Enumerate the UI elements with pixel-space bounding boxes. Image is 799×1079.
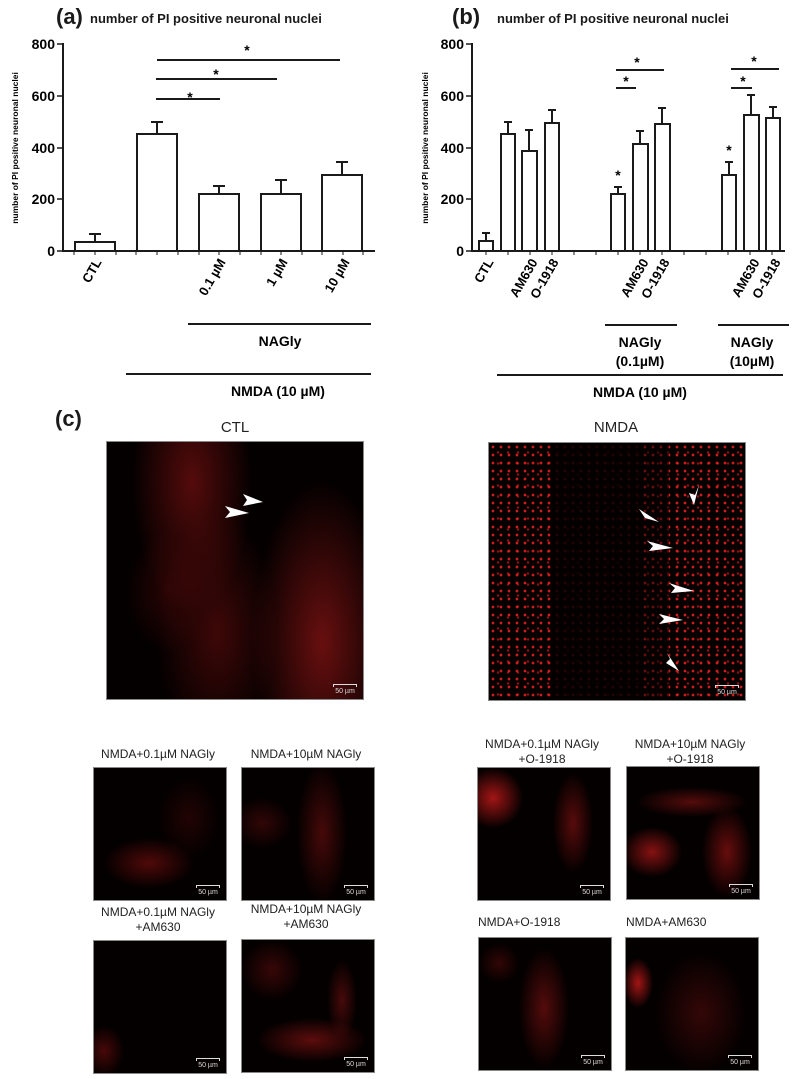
bar-nagly-1: [260, 193, 302, 252]
micrograph: 50 µm: [478, 937, 612, 1071]
chart-b-ytick: 800: [441, 36, 465, 52]
sig-star: *: [634, 54, 640, 70]
scale-bar: 50 µm: [581, 1055, 605, 1066]
chart-a-ytick: 0: [47, 243, 55, 259]
panel-label-c: (c): [55, 406, 82, 431]
sig-star: *: [244, 42, 250, 58]
bar-nmda-am630: [521, 150, 538, 252]
bar-nagly01-am630: [632, 143, 649, 252]
chart-b-ytick: 600: [441, 88, 465, 104]
arrows: [225, 494, 263, 518]
group-label-nagly01-l2: (0.1µM): [616, 353, 665, 369]
bar-nmda: [136, 133, 178, 252]
chart-a-ytick: 800: [32, 36, 56, 52]
micrograph-title: NMDA+0.1µM NAGly: [101, 747, 215, 761]
chart-b-ytick: 0: [456, 243, 464, 259]
bar-nagly10-o1918: [765, 117, 781, 252]
arrow-icon: [243, 494, 263, 506]
bar-nagly-0-1: [198, 193, 240, 252]
group-label-nmda: NMDA (10 µM): [231, 383, 325, 399]
micrograph-title: NMDA+O-1918: [478, 915, 561, 929]
micrograph: 50 µm: [241, 939, 375, 1073]
chart-b-title: number of PI positive neuronal nuclei: [497, 11, 729, 26]
bar-nagly10-am630: [743, 114, 760, 252]
chart-a-ytick: 600: [32, 88, 56, 104]
group-label-nmda: NMDA (10 µM): [593, 384, 687, 400]
arrow-icon: [639, 509, 659, 522]
chart-a-xtick: CTL: [79, 256, 105, 285]
bar-ctl: [74, 241, 116, 252]
chart-a: number of PI positive neuronal nuclei 0 …: [10, 36, 375, 399]
group-label-nagly10-l1: NAGly: [731, 334, 774, 350]
chart-a-ylabel: number of PI positive neuronal nuclei: [10, 72, 20, 224]
sig-star: *: [213, 66, 219, 82]
chart-b-ytick: 200: [441, 191, 465, 207]
bar-ctl: [478, 240, 494, 252]
panel-label-b: (b): [452, 4, 481, 29]
micrograph-title: NMDA+0.1µM NAGly +AM630: [101, 905, 215, 934]
sig-star: *: [740, 73, 746, 89]
chart-a-xtick: 1 µM: [263, 256, 291, 289]
micrograph-title: NMDA+10µM NAGly +AM630: [250, 902, 362, 931]
micrograph-title-nmda: NMDA: [593, 419, 639, 436]
arrow-icon: [666, 653, 679, 671]
micrograph: 50 µm: [477, 767, 611, 901]
chart-a-xtick: 10 µM: [321, 256, 352, 295]
arrow-icon: [659, 614, 683, 624]
scale-bar: 50 µm: [580, 885, 604, 896]
scale-bar: 50 µm: [715, 685, 739, 696]
bar-nmda-o1918: [544, 122, 560, 252]
scale-bar: 50 µm: [729, 884, 753, 895]
chart-b-ylabel: number of PI positive neuronal nuclei: [420, 72, 430, 224]
point-star: *: [726, 142, 732, 158]
sig-star: *: [187, 89, 193, 105]
arrow-icon: [647, 541, 673, 551]
chart-a-title: number of PI positive neuronal nuclei: [90, 11, 322, 26]
bar-nagly-10: [321, 174, 363, 252]
sig-star: *: [623, 73, 629, 89]
chart-a-ytick: 400: [32, 140, 56, 156]
micrograph-title: NMDA+AM630: [626, 915, 707, 929]
arrow-icon: [225, 506, 249, 518]
chart-a-xtick: 0.1 µM: [196, 256, 229, 298]
group-label-nagly01-l1: NAGly: [619, 334, 662, 350]
bar-nagly01-o1918: [654, 123, 671, 252]
micrograph-nmda: 50 µm: [488, 442, 746, 701]
micrograph-title: NMDA+10µM NAGly: [250, 747, 362, 761]
bar-nagly01: [610, 193, 626, 252]
micrograph-ctl: 50 µm: [106, 441, 364, 700]
chart-b-xtick: CTL: [471, 256, 497, 285]
sig-star: *: [751, 53, 757, 69]
chart-b: number of PI positive neuronal nuclei 0 …: [420, 36, 789, 400]
micrograph: 50 µm: [93, 767, 227, 901]
scale-bar: 50 µm: [344, 1057, 368, 1068]
scale-bar: 50 µm: [333, 684, 357, 695]
bar-nmda: [500, 133, 516, 252]
arrow-icon: [669, 583, 694, 593]
arrows: [639, 485, 699, 671]
arrow-icon: [689, 485, 699, 505]
chart-b-ytick: 400: [441, 140, 465, 156]
scale-bar: 50 µm: [344, 885, 368, 896]
micrograph-title: NMDA+10µM NAGly +O-1918: [634, 737, 746, 766]
scale-bar: 50 µm: [728, 1055, 752, 1066]
micrograph: 50 µm: [625, 937, 759, 1071]
micrograph-title-ctl: CTL: [220, 419, 250, 436]
bar-nagly10: [721, 174, 737, 252]
micrograph: 50 µm: [241, 767, 375, 901]
scale-bar: 50 µm: [196, 1058, 220, 1069]
scale-bar: 50 µm: [196, 885, 220, 896]
micrograph: 50 µm: [93, 940, 227, 1074]
panel-label-a: (a): [56, 4, 83, 29]
group-label-nagly: NAGly: [259, 333, 302, 349]
point-star: *: [615, 167, 621, 183]
chart-a-ytick: 200: [32, 191, 56, 207]
micrograph: 50 µm: [626, 766, 760, 900]
micrograph-title: NMDA+0.1µM NAGly +O-1918: [485, 737, 599, 766]
group-label-nagly10-l2: (10µM): [730, 353, 775, 369]
